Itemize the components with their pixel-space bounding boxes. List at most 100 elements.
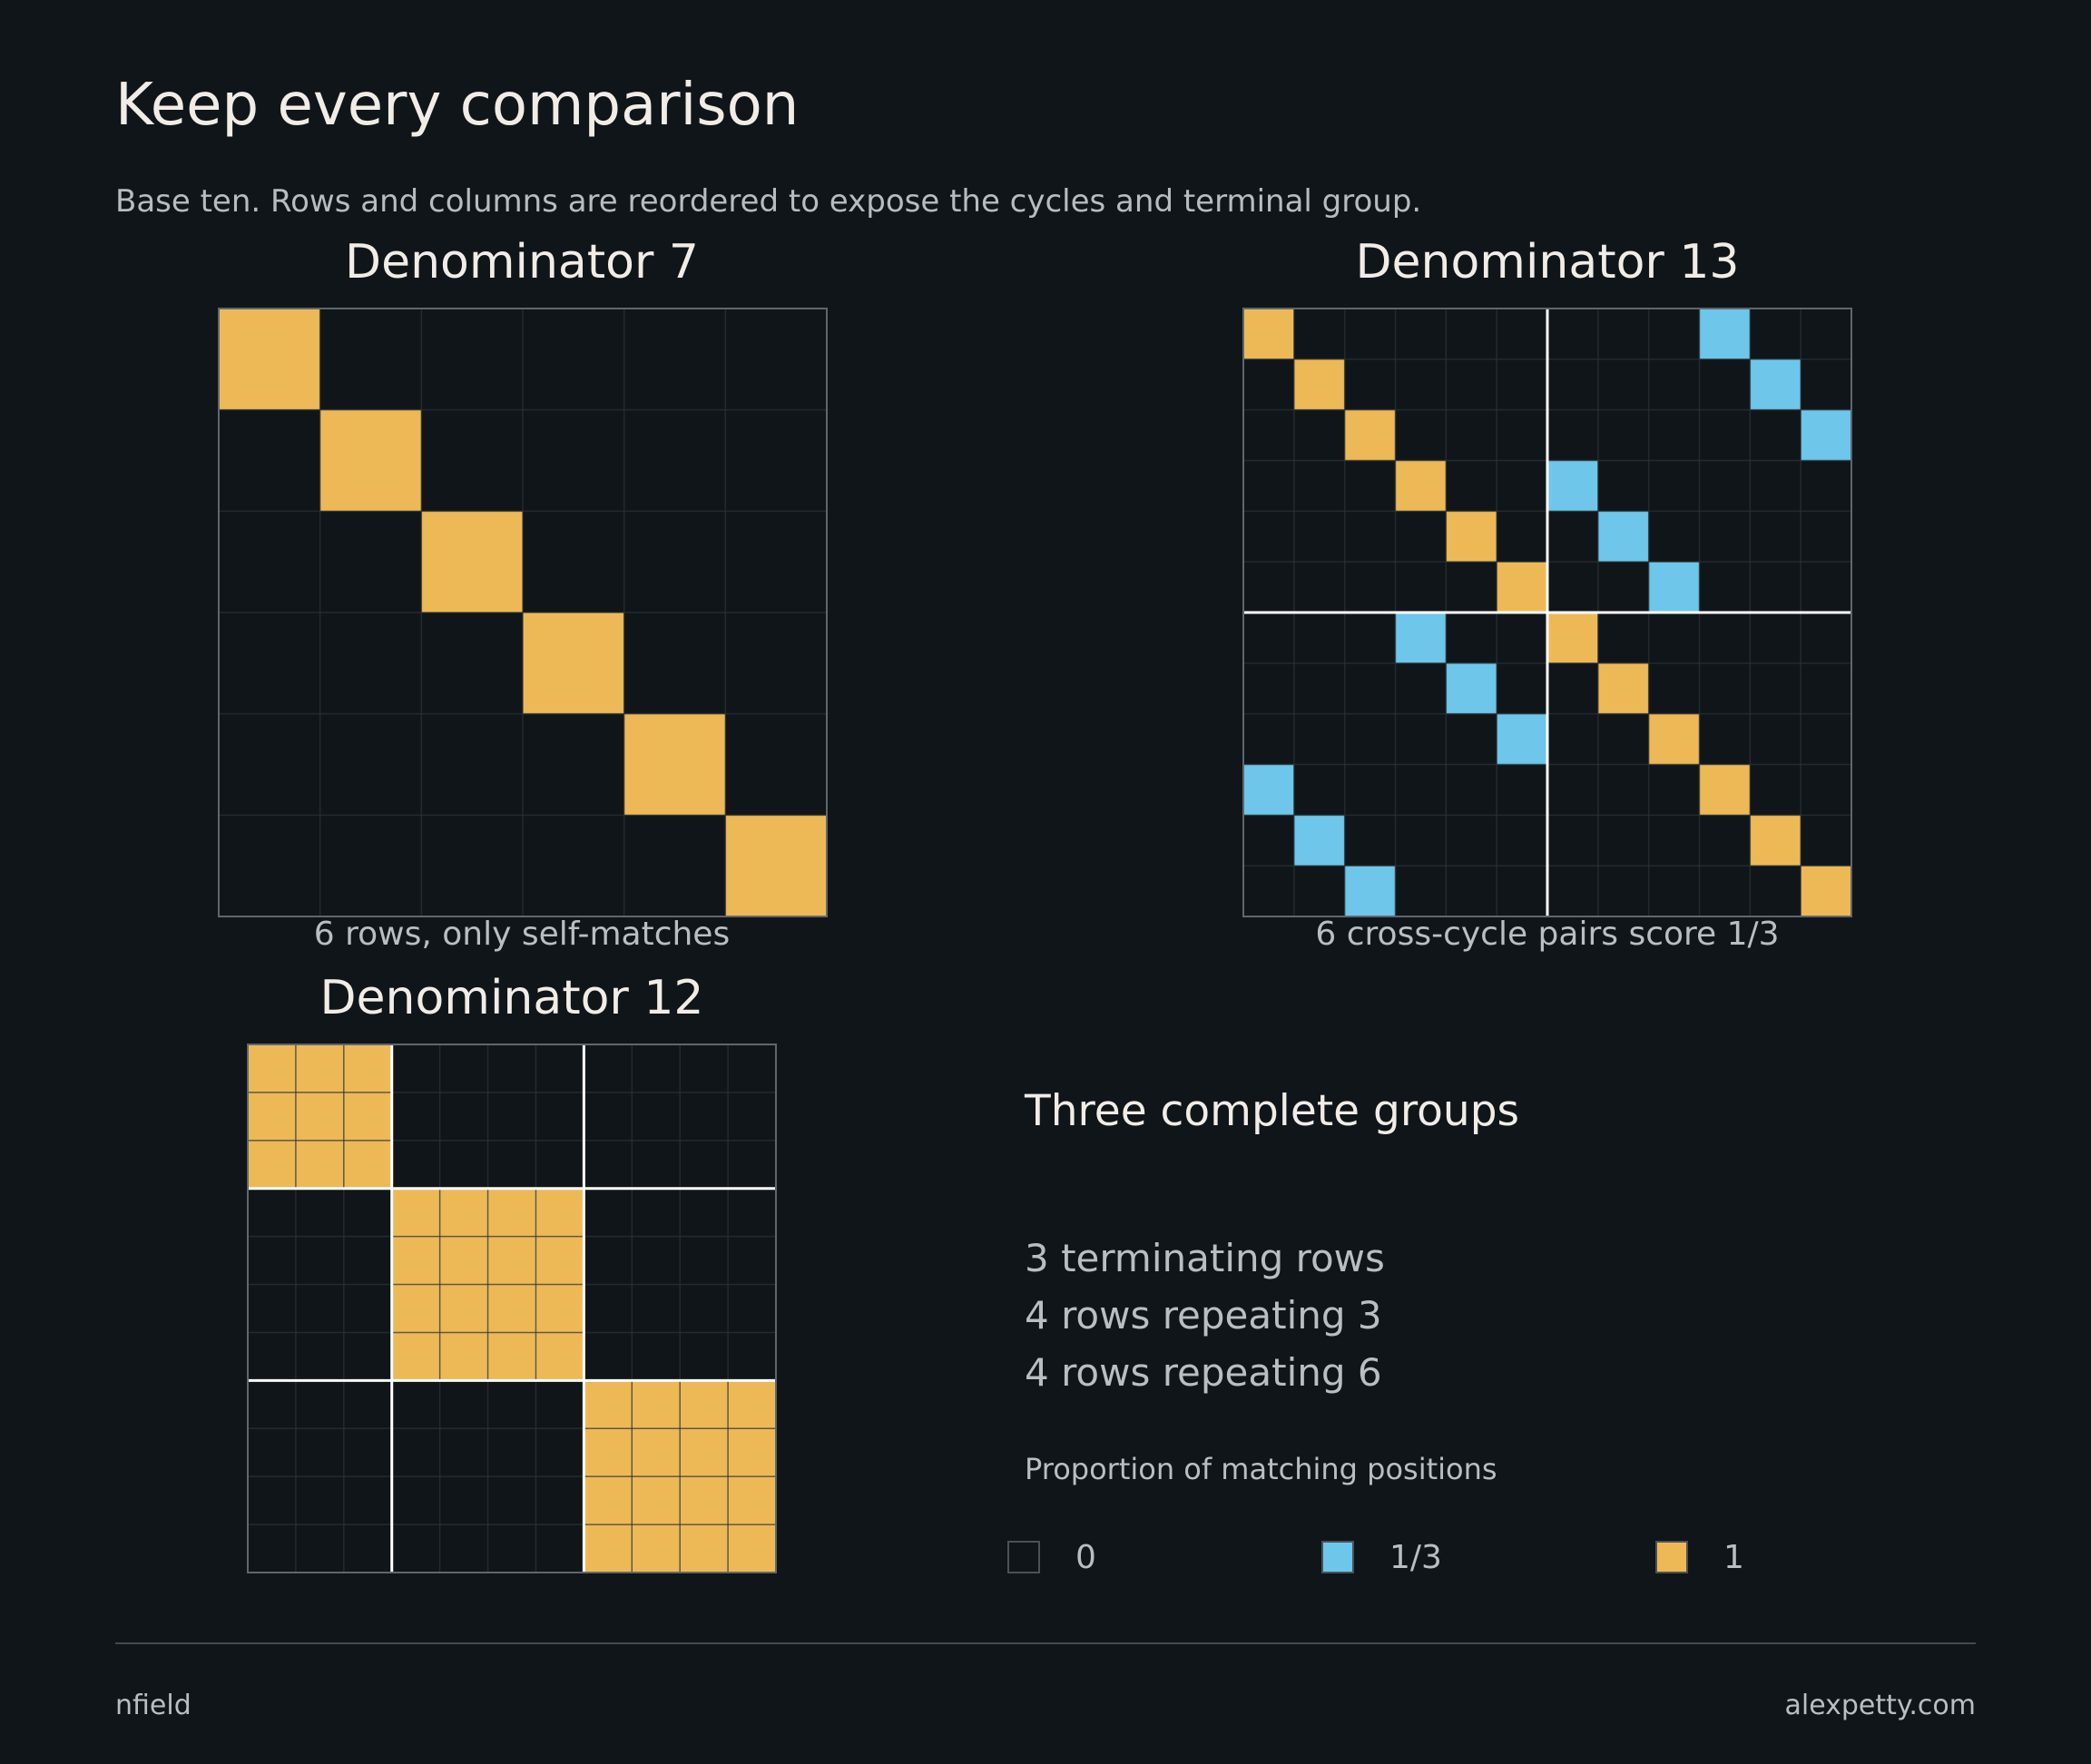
heatmap-cell xyxy=(1395,662,1447,714)
heatmap-cell xyxy=(1547,358,1598,410)
heatmap-cell xyxy=(439,1380,488,1429)
heatmap-cell xyxy=(248,1332,296,1381)
heatmap-cell xyxy=(535,1284,584,1333)
heatmap-cell xyxy=(1547,562,1598,612)
heatmap-cell xyxy=(1648,409,1700,461)
heatmap-cell xyxy=(248,1092,296,1141)
heatmap-cell xyxy=(1547,612,1598,663)
heatmap-cell xyxy=(680,1284,729,1333)
heatmap-cell xyxy=(319,409,422,512)
heatmap-cell xyxy=(219,713,320,816)
heatmap-cell xyxy=(728,1428,776,1477)
heatmap-cell xyxy=(535,1428,584,1477)
heatmap-cell xyxy=(725,511,827,612)
heatmap-cell xyxy=(295,1332,344,1381)
heatmap-cell xyxy=(1344,460,1396,512)
heatmap-cell xyxy=(523,815,624,916)
heatmap-cell xyxy=(295,1044,344,1093)
heatmap-cell xyxy=(535,1092,584,1141)
heatmap-cell xyxy=(1648,815,1700,867)
heatmap-cell xyxy=(391,1332,440,1381)
heatmap-cell xyxy=(623,815,726,916)
heatmap-cell xyxy=(1497,309,1547,359)
heatmap-cell xyxy=(319,815,422,916)
heatmap-cell xyxy=(1597,309,1649,359)
heatmap-cell xyxy=(1446,713,1497,765)
heatmap-cell xyxy=(487,1092,536,1141)
heatmap-cell xyxy=(725,409,827,512)
heatmap-cell xyxy=(1597,764,1649,816)
heatmap-cell xyxy=(535,1380,584,1429)
heatmap-cell xyxy=(1243,309,1294,359)
heatmap-cell xyxy=(584,1236,633,1285)
heatmap-cell xyxy=(1446,460,1497,512)
heatmap-cell xyxy=(248,1284,296,1333)
heatmap-cell xyxy=(295,1380,344,1429)
heatmap-cell xyxy=(1750,662,1801,714)
heatmap-cell xyxy=(1293,662,1345,714)
page-title: Keep every comparison xyxy=(115,72,800,139)
heatmap-cell xyxy=(632,1044,681,1093)
heatmap-cell xyxy=(1750,309,1801,359)
heatmap-cell xyxy=(219,309,320,410)
heatmap-cell xyxy=(421,815,523,916)
heatmap-cell xyxy=(439,1188,488,1237)
heatmap-cell xyxy=(535,1236,584,1285)
heatmap-cell xyxy=(1801,562,1851,612)
heatmap-cell xyxy=(319,309,422,410)
heatmap-cell xyxy=(728,1140,776,1189)
heatmap-cell xyxy=(1293,612,1345,663)
heatmap-cell xyxy=(535,1140,584,1189)
heatmap-cell xyxy=(1547,815,1598,867)
heatmap-cell xyxy=(343,1092,392,1141)
heatmap-cell xyxy=(1497,409,1547,461)
heatmap-cell xyxy=(439,1332,488,1381)
heatmap-cell xyxy=(1699,713,1751,765)
heatmap-cell xyxy=(725,815,827,916)
heatmap-cell xyxy=(343,1428,392,1477)
heatmap-cell xyxy=(1446,866,1497,916)
heatmap-cell xyxy=(1801,662,1851,714)
heatmap-cell xyxy=(1699,409,1751,461)
heatmap-cell xyxy=(1395,713,1447,765)
heatmap-cell xyxy=(391,1380,440,1429)
heatmap-cell xyxy=(1648,562,1700,612)
heatmap-cell xyxy=(219,511,320,612)
heatmap-cell xyxy=(1395,409,1447,461)
heatmap-cell xyxy=(1801,409,1851,461)
heatmap-cell xyxy=(1547,409,1598,461)
heatmap-cell xyxy=(623,511,726,612)
legend-item-1: 1 xyxy=(1655,1539,1744,1576)
heatmap-cell xyxy=(343,1524,392,1573)
heatmap-cell xyxy=(535,1524,584,1573)
heatmap-cell xyxy=(1243,815,1294,867)
heatmap-cell xyxy=(391,1236,440,1285)
heatmap-cell xyxy=(1446,764,1497,816)
heatmap-cell xyxy=(1446,409,1497,461)
heatmap-cell xyxy=(1699,562,1751,612)
heatmap-cell xyxy=(728,1380,776,1429)
footer-site-link[interactable]: alexpetty.com xyxy=(1784,1690,1976,1721)
heatmap-cell xyxy=(680,1428,729,1477)
heatmap-cell xyxy=(1243,562,1294,612)
heatmap-cell xyxy=(248,1428,296,1477)
heatmap-cell xyxy=(728,1524,776,1573)
heatmap-cell xyxy=(584,1044,633,1093)
heatmap-denominator-13 xyxy=(1242,308,1852,917)
heatmap-cell xyxy=(1344,713,1396,765)
heatmap-cell xyxy=(1446,562,1497,612)
heatmap-cell xyxy=(523,713,624,816)
heatmap-denominator-7 xyxy=(218,308,828,917)
heatmap-cell xyxy=(319,612,422,714)
legend-swatch-1 xyxy=(1655,1541,1688,1573)
heatmap-cell xyxy=(535,1044,584,1093)
heatmap-denominator-12 xyxy=(247,1044,777,1573)
groups-title: Three complete groups xyxy=(1025,1086,1520,1136)
heatmap-cell xyxy=(248,1140,296,1189)
heatmap-cell xyxy=(1699,866,1751,916)
heatmap-cell xyxy=(1648,764,1700,816)
heatmap-cell xyxy=(523,409,624,512)
heatmap-title-denominator-7: Denominator 7 xyxy=(345,235,699,289)
heatmap-cell xyxy=(1293,764,1345,816)
heatmap-cell xyxy=(1597,662,1649,714)
